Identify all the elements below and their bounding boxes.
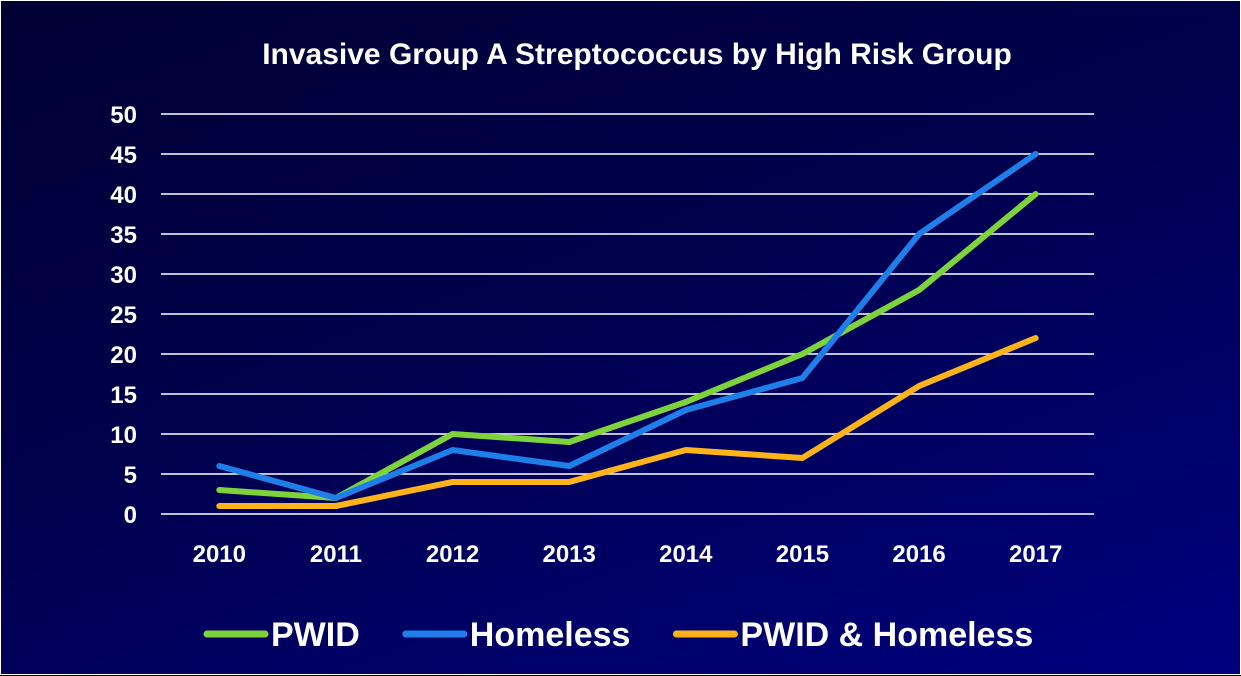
y-tick-label: 50 xyxy=(110,102,137,129)
legend-item: PWID & Homeless xyxy=(676,616,1033,654)
y-tick-label: 40 xyxy=(110,182,137,209)
y-tick-label: 20 xyxy=(110,342,137,369)
y-tick-label: 25 xyxy=(110,302,137,329)
x-tick-label: 2013 xyxy=(542,541,595,568)
y-tick-label: 10 xyxy=(110,422,137,449)
y-axis-ticks: 0 5 10 15 20 25 30 35 40 45 50 xyxy=(110,102,137,529)
legend-label: PWID & Homeless xyxy=(740,616,1033,654)
legend-label: PWID xyxy=(271,616,360,654)
x-tick-label: 2014 xyxy=(659,541,713,568)
chart-title: Invasive Group A Streptococcus by High R… xyxy=(262,38,1012,71)
gridlines xyxy=(161,114,1094,514)
y-tick-label: 45 xyxy=(110,142,137,169)
x-tick-label: 2010 xyxy=(193,541,246,568)
x-axis-ticks: 2010 2011 2012 2013 2014 2015 2016 2017 xyxy=(193,541,1063,568)
y-tick-label: 15 xyxy=(110,382,137,409)
x-tick-label: 2017 xyxy=(1009,541,1062,568)
x-tick-label: 2011 xyxy=(310,541,362,568)
y-tick-label: 5 xyxy=(124,462,137,489)
series-lines xyxy=(219,154,1036,506)
x-tick-label: 2015 xyxy=(776,541,829,568)
series-line-1 xyxy=(219,154,1035,498)
x-tick-label: 2012 xyxy=(426,541,479,568)
legend-label: Homeless xyxy=(470,616,631,654)
legend-item: PWID xyxy=(207,616,360,654)
legend-item: Homeless xyxy=(406,616,631,654)
y-tick-label: 35 xyxy=(110,222,137,249)
y-tick-label: 30 xyxy=(110,262,137,289)
y-tick-label: 0 xyxy=(124,502,137,529)
x-tick-label: 2016 xyxy=(892,541,945,568)
legend: PWID Homeless PWID & Homeless xyxy=(207,616,1033,654)
